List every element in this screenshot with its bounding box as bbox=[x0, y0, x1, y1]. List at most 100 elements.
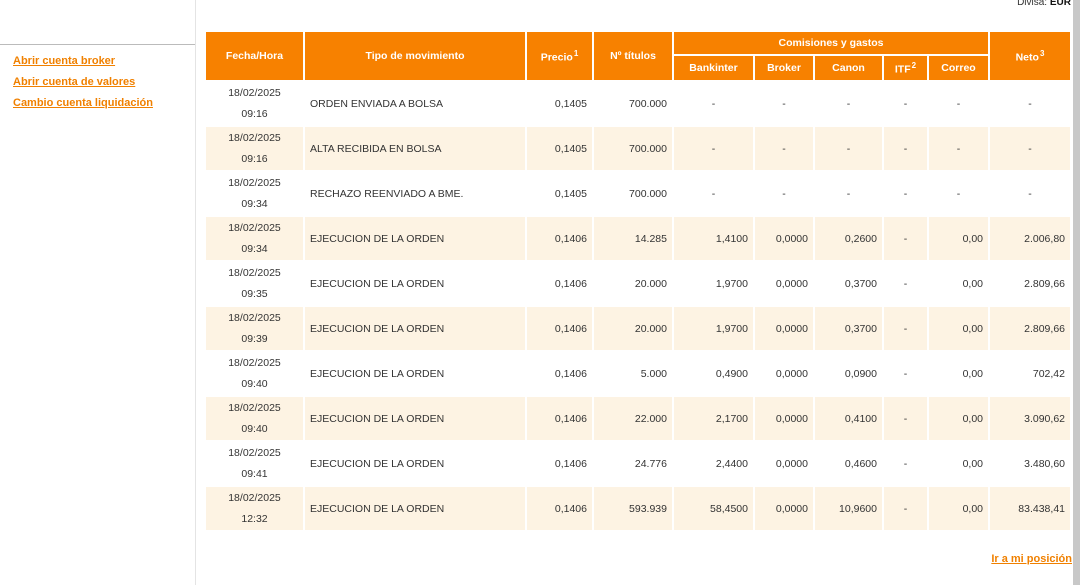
cell: 22.000 bbox=[594, 397, 672, 440]
cell: 0,1406 bbox=[554, 367, 587, 380]
cell: RECHAZO REENVIADO A BME. bbox=[310, 187, 464, 200]
cell: 2.809,66 bbox=[1024, 277, 1065, 290]
cell: 0,3700 bbox=[815, 307, 882, 350]
cell: 700.000 bbox=[629, 97, 667, 110]
date: 18/02/2025 bbox=[228, 311, 281, 324]
cell: 58,4500 bbox=[674, 487, 753, 530]
cell: 0,1405 bbox=[554, 97, 587, 110]
cell: 83.438,41 bbox=[990, 487, 1070, 530]
cell: 0,00 bbox=[929, 217, 988, 260]
sidebar: Abrir cuenta broker Abrir cuenta de valo… bbox=[0, 0, 196, 585]
column-header: Neto3 bbox=[990, 32, 1070, 80]
header-label: Nº títulos bbox=[610, 50, 656, 62]
cell: 0,0000 bbox=[775, 457, 808, 470]
link[interactable]: Abrir cuenta de valores bbox=[13, 76, 136, 88]
header-label: Tipo de movimiento bbox=[365, 50, 465, 62]
divider bbox=[0, 44, 195, 45]
date-cell: 18/02/2025 09:16 bbox=[206, 127, 303, 170]
cell: - bbox=[956, 97, 961, 110]
time: 09:34 bbox=[241, 242, 268, 255]
cell: 0,1406 bbox=[554, 457, 587, 470]
cell: 0,0000 bbox=[775, 367, 808, 380]
date-cell: 18/02/2025 09:39 bbox=[206, 307, 303, 350]
date: 18/02/2025 bbox=[228, 221, 281, 234]
cell: - bbox=[846, 97, 851, 110]
cell: - bbox=[903, 97, 908, 110]
cell: 0,0000 bbox=[775, 277, 808, 290]
time: 09:16 bbox=[241, 152, 268, 165]
cell: 1,9700 bbox=[674, 307, 753, 350]
group-header: Comisiones y gastos bbox=[674, 32, 988, 54]
time: 09:40 bbox=[241, 422, 268, 435]
cell: 702,42 bbox=[1032, 367, 1065, 380]
cell: 2.006,80 bbox=[990, 217, 1070, 260]
cell: - bbox=[990, 127, 1070, 170]
cell: 1,4100 bbox=[674, 217, 753, 260]
cell: EJECUCION DE LA ORDEN bbox=[310, 367, 445, 380]
date-cell: 18/02/2025 09:34 bbox=[206, 172, 303, 215]
cell: 2,1700 bbox=[674, 397, 753, 440]
header-label: Fecha/Hora bbox=[225, 50, 284, 62]
cell: 0,00 bbox=[929, 307, 988, 350]
column-header: Fecha/Hora bbox=[206, 32, 303, 80]
cell: 3.480,60 bbox=[1024, 457, 1065, 470]
column-header: Canon bbox=[815, 56, 882, 80]
cell: - bbox=[1028, 187, 1032, 200]
cell: 0,1406 bbox=[527, 217, 592, 260]
header-label: Precio bbox=[540, 51, 573, 64]
column-header: Broker bbox=[755, 56, 813, 80]
cell: - bbox=[782, 97, 786, 110]
header-label: ITF bbox=[894, 63, 911, 76]
header-label: Neto bbox=[1015, 51, 1039, 64]
table-row: 18/02/2025 12:32 EJECUCION DE LA ORDEN 0,14… bbox=[206, 487, 1070, 530]
date: 18/02/2025 bbox=[228, 131, 281, 144]
cell: - bbox=[903, 187, 908, 200]
cell: 0,1405 bbox=[527, 127, 592, 170]
table-row: 18/02/2025 09:16 ORDEN ENVIADA A BOLSA 0,14… bbox=[206, 82, 1070, 125]
column-header: Tipo de movimiento bbox=[305, 32, 525, 80]
date-cell: 18/02/2025 12:32 bbox=[206, 487, 303, 530]
cell: - bbox=[956, 187, 961, 200]
cell: EJECUCION DE LA ORDEN bbox=[305, 217, 525, 260]
cell: - bbox=[711, 97, 716, 110]
cell: 0,4100 bbox=[815, 397, 882, 440]
cell: 0,3700 bbox=[844, 277, 877, 290]
column-header: ITF2 bbox=[884, 56, 927, 80]
time: 09:41 bbox=[241, 467, 268, 480]
cell: - bbox=[884, 487, 927, 530]
cell: 0,00 bbox=[929, 397, 988, 440]
link[interactable]: Abrir cuenta broker bbox=[13, 55, 116, 67]
movements-table: Fecha/Hora Tipo de movimiento Precio1 Nº… bbox=[204, 30, 1072, 532]
cell: 0,0900 bbox=[844, 367, 877, 380]
cell: - bbox=[903, 367, 908, 380]
cell: 24.776 bbox=[634, 457, 667, 470]
table-row: 18/02/2025 09:41 EJECUCION DE LA ORDEN 0,14… bbox=[206, 442, 1070, 485]
position-link[interactable]: Ir a mi posición bbox=[991, 553, 1072, 565]
footnote-mark: 3 bbox=[1039, 48, 1045, 58]
date: 18/02/2025 bbox=[228, 86, 281, 99]
cell: - bbox=[884, 397, 927, 440]
link[interactable]: Cambio cuenta liquidación bbox=[13, 97, 153, 109]
currency-value: EUR bbox=[1049, 0, 1071, 8]
cell: 0,2600 bbox=[815, 217, 882, 260]
cell: - bbox=[782, 187, 786, 200]
cell: - bbox=[674, 127, 753, 170]
cell: 0,00 bbox=[929, 487, 988, 530]
cell: EJECUCION DE LA ORDEN bbox=[305, 487, 525, 530]
cell: 0,00 bbox=[962, 457, 983, 470]
footnote-mark: 1 bbox=[573, 48, 579, 58]
header-label: Comisiones y gastos bbox=[778, 37, 884, 49]
time: 09:35 bbox=[241, 287, 268, 300]
table-row: 18/02/2025 09:16 ALTA RECIBIDA EN BOLSA 0,1… bbox=[206, 127, 1070, 170]
cell: 1,9700 bbox=[715, 277, 748, 290]
cell: 0,1405 bbox=[554, 187, 587, 200]
footnote-mark: 2 bbox=[911, 60, 917, 70]
cell: - bbox=[884, 217, 927, 260]
cell: - bbox=[884, 127, 927, 170]
cell: - bbox=[929, 127, 988, 170]
table-row: 18/02/2025 09:34 EJECUCION DE LA ORDEN 0,14… bbox=[206, 217, 1070, 260]
date-cell: 18/02/2025 09:41 bbox=[206, 442, 303, 485]
cell: 20.000 bbox=[594, 307, 672, 350]
cell: 0,00 bbox=[962, 277, 983, 290]
